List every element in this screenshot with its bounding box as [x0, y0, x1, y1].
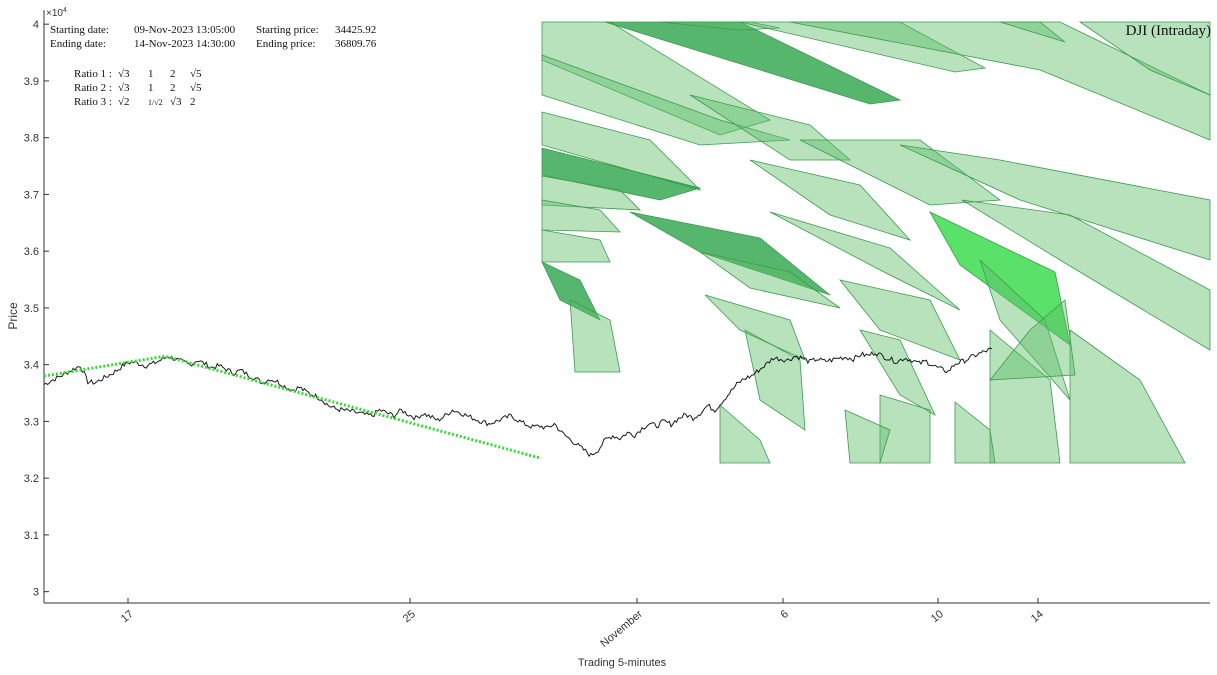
fan-band: [699, 251, 841, 309]
fan-band: [749, 159, 912, 241]
x-tick-label: November: [598, 608, 645, 650]
x-axis-label: Trading 5-minutes: [578, 657, 667, 669]
fan-band: [999, 21, 1066, 43]
series-group: [43, 347, 993, 460]
ratio-label: Ratio 2 :: [74, 82, 112, 94]
ratio-label: Ratio 1 :: [74, 68, 112, 80]
ratio-value: 2: [170, 68, 176, 80]
x-tick-label: 17: [119, 608, 136, 625]
y-tick-label: 3.8: [24, 133, 39, 145]
end-date-value: 14-Nov-2023 14:30:00: [134, 38, 236, 50]
y-tick-label: 3.9: [24, 76, 39, 88]
ratio-value: 1/√2: [148, 98, 163, 107]
y-tick-label: 4: [33, 19, 39, 31]
fan-band: [541, 111, 702, 191]
fan-band: [769, 211, 961, 311]
ratio-value: √5: [190, 82, 202, 94]
fan-band: [989, 299, 1076, 381]
x-tick-label: 25: [401, 608, 418, 625]
fan-band: [704, 294, 806, 361]
fan-band: [859, 329, 936, 416]
chart-title: DJI (Intraday): [1126, 23, 1211, 39]
y-tick-label: 3.4: [24, 360, 39, 372]
y-tick-label: 3: [33, 587, 39, 599]
price-line: [43, 347, 993, 458]
start-price-label: Starting price:: [256, 24, 319, 36]
start-price-value: 34425.92: [335, 24, 376, 36]
fan-band: [569, 299, 621, 373]
fan-band: [541, 175, 642, 211]
end-price-value: 36809.76: [335, 38, 377, 50]
y-ticks: 3 3.1 3.2 3.3 3.4 3.5 3.6 3.7 3.8 3.9 4: [24, 19, 49, 599]
ratio-value: √2: [118, 96, 130, 108]
fan-band: [954, 401, 996, 464]
x-tick-label: 10: [929, 608, 946, 625]
ratios-block: Ratio 1 : √3 1 2 √5 Ratio 2 : √3 1 2 √5 Ratio 3 : √…: [74, 68, 202, 108]
info-block: Starting date: 09-Nov-2023 13:05:00 Star…: [50, 24, 377, 50]
y-tick-label: 3.5: [24, 303, 39, 315]
fan-band: [879, 394, 931, 464]
fan-band: [719, 404, 771, 464]
fan-band: [541, 147, 702, 201]
fan-band: [541, 199, 621, 233]
y-exponent-label: ×104: [46, 7, 67, 19]
ratio-value: √3: [170, 96, 182, 108]
ratio-value: 2: [190, 96, 196, 108]
axes: [43, 10, 1210, 604]
trend-line: [43, 354, 542, 460]
start-date-label: Starting date:: [50, 24, 109, 36]
fan-band: [689, 94, 852, 161]
ratio-label: Ratio 3 :: [74, 96, 112, 108]
fan-band: [541, 54, 791, 146]
y-tick-label: 3.6: [24, 246, 39, 258]
fan-band: [629, 211, 831, 296]
ratio-value: 1: [148, 68, 154, 80]
fan-band: [1069, 329, 1186, 464]
fan-band: [1078, 21, 1211, 96]
x-ticks: 17 25 November 6 10 14: [119, 598, 1046, 650]
fan-band: [541, 229, 611, 263]
x-tick-label: 14: [1029, 608, 1046, 625]
ratio-value: √3: [118, 82, 130, 94]
fan-band: [899, 144, 1211, 261]
ratio-value: √5: [190, 68, 202, 80]
y-tick-label: 3.1: [24, 530, 39, 542]
fan-band: [838, 279, 961, 361]
fan-band: [989, 329, 1061, 464]
end-price-label: Ending price:: [256, 38, 316, 50]
fan-band: [961, 199, 1211, 351]
start-date-value: 09-Nov-2023 13:05:00: [134, 24, 236, 36]
y-tick-label: 3.3: [24, 416, 39, 428]
ratio-value: 2: [170, 82, 176, 94]
ratio-value: 1: [148, 82, 154, 94]
ratio-value: √3: [118, 68, 130, 80]
fan-band: [799, 139, 1002, 206]
fan-band: [844, 409, 891, 464]
y-tick-label: 3.7: [24, 189, 39, 201]
fan-overlay: [541, 21, 1211, 464]
x-tick-label: 6: [779, 608, 791, 621]
end-date-label: Ending date:: [50, 38, 106, 50]
fan-band: [744, 329, 806, 431]
y-tick-label: 3.2: [24, 473, 39, 485]
fan-band: [541, 261, 601, 321]
y-axis-label: Price: [6, 302, 20, 330]
